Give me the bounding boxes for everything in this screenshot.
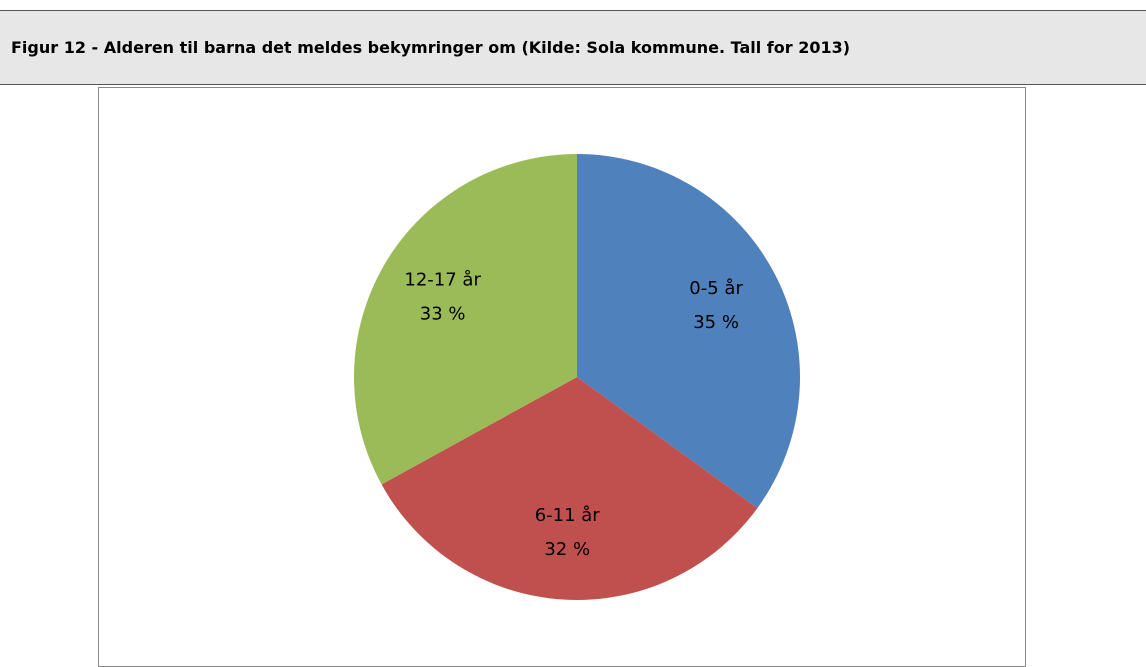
pie-slice (381, 377, 758, 600)
slice-value-label: 33 % (420, 304, 466, 325)
chart-title: Figur 12 - Alderen til barna det meldes … (11, 38, 851, 57)
figure-header: Figur 12 - Alderen til barna det meldes … (0, 10, 1146, 85)
pie-slice (577, 154, 800, 509)
pie-slice (354, 154, 577, 485)
slice-label: 0-5 år (689, 278, 743, 299)
slice-label: 12-17 år (404, 270, 481, 291)
slice-value-label: 32 % (544, 539, 590, 560)
slice-label: 6-11 år (535, 505, 601, 526)
slice-value-label: 35 % (693, 312, 739, 333)
